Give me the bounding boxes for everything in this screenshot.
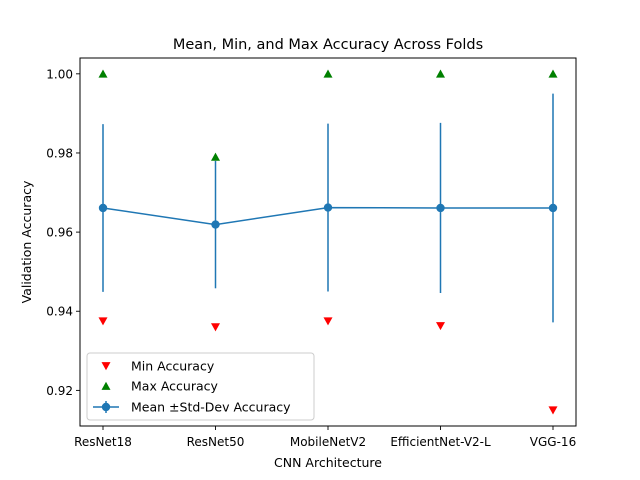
x-tick-label: MobileNetV2 xyxy=(290,435,366,449)
y-tick-label: 0.94 xyxy=(46,305,73,319)
y-tick-label: 0.92 xyxy=(46,384,73,398)
legend-max-marker xyxy=(101,381,111,390)
x-tick-label: VGG-16 xyxy=(530,435,576,449)
max-marker xyxy=(323,69,333,78)
y-axis-label: Validation Accuracy xyxy=(19,180,34,303)
max-marker xyxy=(436,69,445,78)
x-tick-label: EfficientNet-V2-L xyxy=(390,435,491,449)
legend-label: Mean ±Std-Dev Accuracy xyxy=(131,400,291,415)
max-marker xyxy=(548,69,558,78)
legend-label: Min Accuracy xyxy=(131,359,215,374)
x-tick-label: ResNet18 xyxy=(74,435,132,449)
min-marker xyxy=(98,317,108,326)
chart-title: Mean, Min, and Max Accuracy Across Folds xyxy=(173,37,483,53)
legend-mean-marker xyxy=(101,402,111,412)
x-tick-label: ResNet50 xyxy=(187,435,245,449)
y-axis: 0.92 0.94 0.96 0.98 1.00 xyxy=(46,67,80,398)
legend-label: Max Accuracy xyxy=(131,379,218,394)
mean-point xyxy=(323,203,333,212)
mean-point xyxy=(211,220,220,229)
y-tick-label: 0.96 xyxy=(46,226,73,240)
min-marker xyxy=(323,317,333,326)
plot-area xyxy=(98,69,558,415)
min-marker xyxy=(211,323,220,332)
min-marker xyxy=(436,322,445,331)
y-tick-label: 1.00 xyxy=(46,67,73,81)
x-axis: ResNet18 ResNet50 MobileNetV2 EfficientNet-… xyxy=(74,426,576,449)
max-marker xyxy=(98,69,108,78)
legend: Min Accuracy Max Accuracy Mean ±Std-Dev Ac… xyxy=(86,352,315,421)
legend-box xyxy=(86,352,315,421)
legend-min-marker xyxy=(101,362,111,371)
max-marker xyxy=(211,152,220,161)
mean-point xyxy=(98,203,108,213)
y-tick-label: 0.98 xyxy=(46,146,73,160)
min-marker xyxy=(548,406,558,415)
mean-point xyxy=(436,203,445,213)
mean-point xyxy=(548,203,558,213)
x-axis-label: CNN Architecture xyxy=(274,455,382,470)
